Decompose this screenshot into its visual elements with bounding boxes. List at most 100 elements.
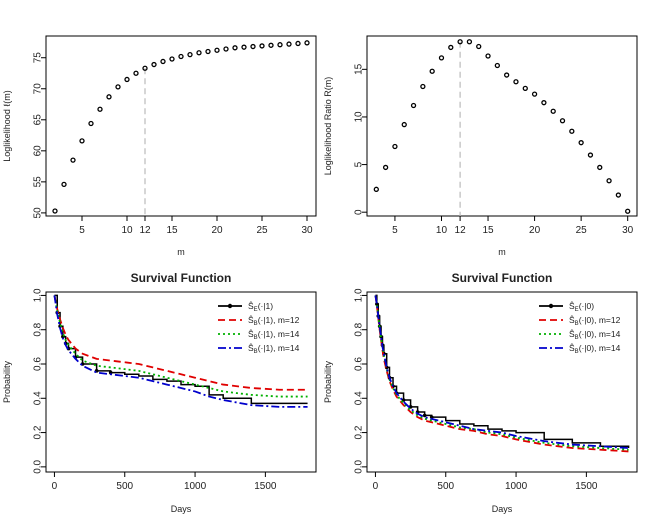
data-point — [52, 208, 58, 214]
data-point — [606, 178, 612, 184]
data-point — [259, 43, 265, 49]
x-tick-label: 10 — [436, 225, 448, 236]
data-point — [97, 106, 103, 112]
data-point — [625, 208, 631, 214]
y-tick-label: 0.2 — [33, 425, 44, 439]
y-tick-label: 55 — [33, 176, 44, 188]
data-point — [559, 118, 566, 124]
data-points — [52, 40, 310, 214]
data-points — [373, 39, 631, 214]
data-point — [382, 164, 389, 171]
legend-label: ŜB(·|0), m=14 — [569, 329, 621, 341]
plot-frame — [45, 35, 317, 217]
panel-survival-group-0: Survival Function 0 500 1000 1500 0.0 0.2 0.4… — [323, 271, 638, 514]
data-point — [232, 45, 238, 51]
data-point — [485, 53, 491, 59]
x-axis: 5 10 12 15 20 25 30 — [79, 216, 313, 236]
data-point — [513, 79, 519, 85]
x-tick-label: 12 — [139, 225, 151, 236]
y-tick-label: 1.0 — [33, 288, 44, 302]
data-point — [373, 186, 379, 192]
data-point — [241, 44, 247, 50]
y-tick-label: 0.0 — [354, 459, 365, 473]
x-tick-label: 0 — [52, 481, 58, 492]
x-tick-label: 25 — [576, 225, 588, 236]
plot-frame — [45, 291, 317, 473]
data-point — [268, 42, 274, 48]
x-axis: 5 10 12 15 20 25 30 — [392, 216, 634, 236]
data-point — [494, 62, 500, 69]
data-point — [448, 44, 454, 51]
data-point — [457, 39, 463, 45]
data-point — [429, 68, 435, 74]
legend-dot — [227, 303, 233, 309]
data-point — [88, 120, 94, 127]
data-point — [587, 152, 594, 158]
y-axis: 0.0 0.2 0.4 0.6 0.8 1.0 — [33, 288, 46, 474]
y-axis-label: Probability — [2, 360, 12, 403]
x-tick-label: 10 — [121, 225, 133, 236]
data-point — [578, 140, 584, 146]
x-tick-label: 500 — [437, 481, 454, 492]
x-axis: 0 500 1000 1500 — [373, 472, 598, 492]
data-point — [615, 192, 622, 198]
y-tick-label: 0.2 — [354, 425, 365, 439]
data-point — [196, 50, 202, 56]
data-point — [522, 85, 528, 92]
x-tick-label: 500 — [116, 481, 133, 492]
data-point — [205, 48, 211, 55]
x-tick-label: 1500 — [254, 481, 277, 492]
y-axis: 0.0 0.2 0.4 0.6 0.8 1.0 — [354, 288, 367, 474]
data-point — [392, 143, 398, 150]
legend-label: ŜE(·|1) — [248, 301, 273, 313]
panel-loglikelihood-ratio: 5 10 12 15 20 25 30 0 5 10 15 m Loglikelihood Rat… — [323, 35, 638, 257]
y-tick-label: 5 — [354, 161, 365, 167]
x-tick-label: 5 — [392, 225, 398, 236]
y-tick-label: 0.8 — [354, 322, 365, 336]
survival-curves — [374, 294, 630, 453]
x-tick-label: 5 — [79, 225, 85, 236]
data-point — [178, 53, 184, 60]
data-point — [160, 58, 166, 65]
x-tick-label: 1000 — [505, 481, 528, 492]
legend: ŜE(·|1) ŜB(·|1), m=12 ŜB(·|1), m=14 ŜB(·|1)… — [218, 301, 300, 355]
censor-mark — [108, 370, 113, 375]
data-point — [531, 91, 538, 97]
data-point — [223, 46, 229, 52]
censor-mark — [401, 398, 406, 402]
survival-curve-2 — [53, 295, 308, 398]
data-point — [106, 94, 112, 100]
data-point — [70, 157, 76, 163]
data-point — [286, 41, 292, 47]
plot-frame — [366, 291, 638, 473]
x-axis-label: m — [498, 247, 506, 257]
data-point — [214, 47, 220, 53]
data-point — [504, 72, 510, 78]
y-axis-label: Loglikelihood ℓ(m) — [2, 90, 12, 161]
data-point — [438, 55, 445, 61]
y-axis-label: Loglikelihood Ratio R(m) — [323, 77, 333, 176]
data-point — [169, 56, 175, 62]
y-tick-label: 0 — [354, 209, 365, 215]
data-point — [569, 128, 575, 134]
data-point — [133, 70, 139, 76]
x-tick-label: 25 — [256, 225, 268, 236]
chart-title: Survival Function — [131, 271, 232, 285]
data-point — [187, 51, 193, 58]
y-tick-label: 0.4 — [33, 391, 44, 405]
x-axis: 0 500 1000 1500 — [52, 472, 277, 492]
y-tick-label: 70 — [33, 83, 44, 95]
y-tick-label: 75 — [33, 52, 44, 64]
x-tick-label: 20 — [529, 225, 541, 236]
legend-dot — [548, 303, 554, 309]
x-tick-label: 12 — [455, 225, 467, 236]
y-tick-label: 0.4 — [354, 391, 365, 405]
censor-mark — [408, 405, 413, 409]
legend-label: ŜB(·|1), m=14 — [248, 343, 300, 355]
x-tick-label: 20 — [211, 225, 223, 236]
x-tick-label: 0 — [373, 481, 379, 492]
y-tick-label: 60 — [33, 145, 44, 157]
y-tick-label: 0.6 — [354, 357, 365, 371]
data-point — [61, 181, 67, 187]
